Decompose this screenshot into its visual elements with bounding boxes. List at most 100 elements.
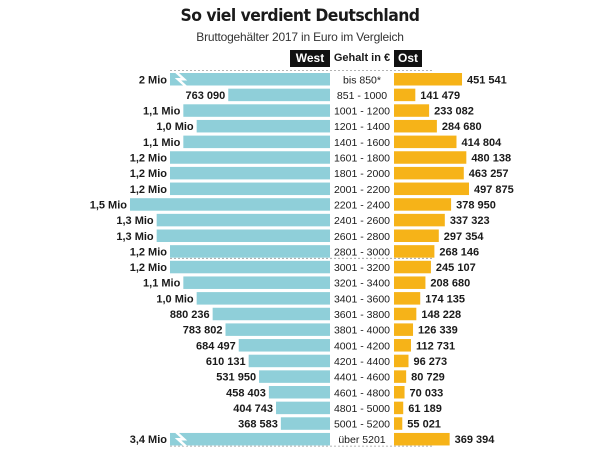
value-label-west: 1,2 Mio bbox=[130, 168, 168, 180]
value-label-ost: 268 146 bbox=[439, 246, 479, 258]
bar-west bbox=[183, 104, 330, 117]
category-label: 3601 - 3800 bbox=[334, 309, 390, 321]
value-label-west: 684 497 bbox=[196, 340, 236, 352]
bar-ost bbox=[394, 276, 426, 289]
category-label: 3201 - 3400 bbox=[334, 278, 390, 290]
value-label-ost: 451 541 bbox=[467, 74, 507, 86]
bar-west bbox=[196, 119, 330, 133]
bar-west bbox=[183, 276, 330, 289]
category-header: Gehalt in € bbox=[333, 52, 391, 64]
bar-ost bbox=[394, 323, 414, 336]
category-label: 3001 - 3200 bbox=[334, 262, 390, 274]
bar-ost bbox=[394, 73, 463, 86]
value-label-ost: 55 021 bbox=[407, 419, 441, 431]
value-label-ost: 112 731 bbox=[416, 340, 455, 352]
category-label: 1001 - 1200 bbox=[334, 106, 390, 118]
bar-west bbox=[170, 260, 330, 274]
chart-title: So viel verdient Deutschland bbox=[180, 6, 420, 26]
bar-west bbox=[238, 339, 330, 352]
value-label-west: 1,3 Mio bbox=[116, 215, 154, 227]
category-label: 4001 - 4200 bbox=[334, 340, 390, 352]
value-label-west: 531 950 bbox=[216, 372, 256, 384]
bar-ost bbox=[394, 229, 439, 242]
bar-west bbox=[248, 354, 330, 368]
value-label-ost: 70 033 bbox=[410, 387, 444, 399]
value-label-ost: 337 323 bbox=[450, 215, 490, 227]
bar-west bbox=[268, 386, 330, 399]
value-label-ost: 369 394 bbox=[455, 434, 496, 446]
category-label: 2001 - 2200 bbox=[334, 184, 390, 196]
bar-ost bbox=[394, 245, 435, 258]
category-label: 1801 - 2000 bbox=[334, 168, 390, 180]
value-label-ost: 284 680 bbox=[442, 121, 482, 133]
chart-subtitle: Bruttogehälter 2017 in Euro im Vergleich bbox=[196, 30, 404, 44]
value-label-west: 880 236 bbox=[170, 309, 210, 321]
value-label-ost: 141 479 bbox=[420, 90, 460, 102]
bar-ost bbox=[394, 260, 431, 274]
bar-ost bbox=[394, 135, 457, 149]
value-label-west: 1,1 Mio bbox=[143, 106, 181, 118]
value-label-ost: 148 228 bbox=[421, 309, 461, 321]
category-label: 851 - 1000 bbox=[337, 90, 387, 102]
value-label-ost: 80 729 bbox=[411, 372, 445, 384]
bar-west bbox=[156, 213, 330, 227]
legend-west: West bbox=[290, 50, 330, 67]
category-label: 3401 - 3600 bbox=[334, 293, 390, 305]
value-label-ost: 233 082 bbox=[434, 106, 474, 118]
bar-ost bbox=[394, 417, 403, 430]
value-label-ost: 378 950 bbox=[456, 199, 496, 211]
bar-ost bbox=[394, 151, 467, 164]
bar-ost bbox=[394, 88, 416, 102]
bar-west bbox=[130, 198, 330, 211]
value-label-west: 1,1 Mio bbox=[143, 137, 181, 149]
value-label-west: 1,2 Mio bbox=[130, 153, 168, 165]
bar-west bbox=[170, 432, 330, 446]
value-label-west: 1,0 Mio bbox=[156, 121, 194, 133]
value-label-ost: 96 273 bbox=[414, 356, 448, 368]
value-label-west: 3,4 Mio bbox=[130, 434, 168, 446]
value-label-ost: 208 680 bbox=[430, 278, 470, 290]
bar-west bbox=[196, 292, 330, 305]
bar-ost bbox=[394, 119, 437, 133]
bar-ost bbox=[394, 104, 430, 117]
category-label: 1401 - 1600 bbox=[334, 137, 390, 149]
value-label-ost: 497 875 bbox=[474, 184, 514, 196]
category-label: 3801 - 4000 bbox=[334, 325, 390, 337]
value-label-ost: 297 354 bbox=[444, 231, 485, 243]
bar-west bbox=[276, 401, 330, 415]
bar-west bbox=[280, 417, 330, 430]
bar-west bbox=[170, 166, 330, 180]
bar-west bbox=[170, 151, 330, 164]
value-label-west: 1,0 Mio bbox=[156, 293, 194, 305]
value-label-west: 458 403 bbox=[226, 387, 266, 399]
bar-west bbox=[228, 88, 330, 102]
bar-west bbox=[225, 323, 330, 336]
category-label: 4401 - 4600 bbox=[334, 372, 390, 384]
category-label: 2601 - 2800 bbox=[334, 231, 390, 243]
bar-ost bbox=[394, 432, 450, 446]
value-label-ost: 245 107 bbox=[436, 262, 476, 274]
category-label: 2201 - 2400 bbox=[334, 199, 390, 211]
category-label: bis 850* bbox=[343, 74, 381, 86]
bar-ost bbox=[394, 401, 404, 415]
value-label-ost: 414 804 bbox=[461, 137, 502, 149]
category-label: 4601 - 4800 bbox=[334, 387, 390, 399]
value-label-west: 1,2 Mio bbox=[130, 246, 168, 258]
value-label-ost: 61 189 bbox=[408, 403, 442, 415]
value-label-ost: 126 339 bbox=[418, 325, 458, 337]
legend-ost: Ost bbox=[394, 50, 422, 67]
value-label-west: 783 802 bbox=[183, 325, 223, 337]
category-label: 4201 - 4400 bbox=[334, 356, 390, 368]
bar-west bbox=[170, 245, 330, 258]
bar-west bbox=[259, 370, 330, 383]
bar-west bbox=[170, 182, 330, 196]
category-label: über 5201 bbox=[338, 434, 385, 446]
bar-ost bbox=[394, 182, 469, 196]
value-label-ost: 480 138 bbox=[471, 153, 511, 165]
category-label: 2801 - 3000 bbox=[334, 246, 390, 258]
bar-ost bbox=[394, 370, 407, 383]
bar-ost bbox=[394, 386, 405, 399]
value-label-ost: 463 257 bbox=[469, 168, 509, 180]
bar-ost bbox=[394, 292, 421, 305]
